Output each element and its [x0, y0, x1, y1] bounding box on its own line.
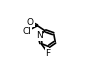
Text: N: N [36, 31, 42, 40]
Text: F: F [46, 49, 51, 58]
Text: Cl: Cl [22, 27, 31, 36]
Text: O: O [27, 18, 34, 27]
